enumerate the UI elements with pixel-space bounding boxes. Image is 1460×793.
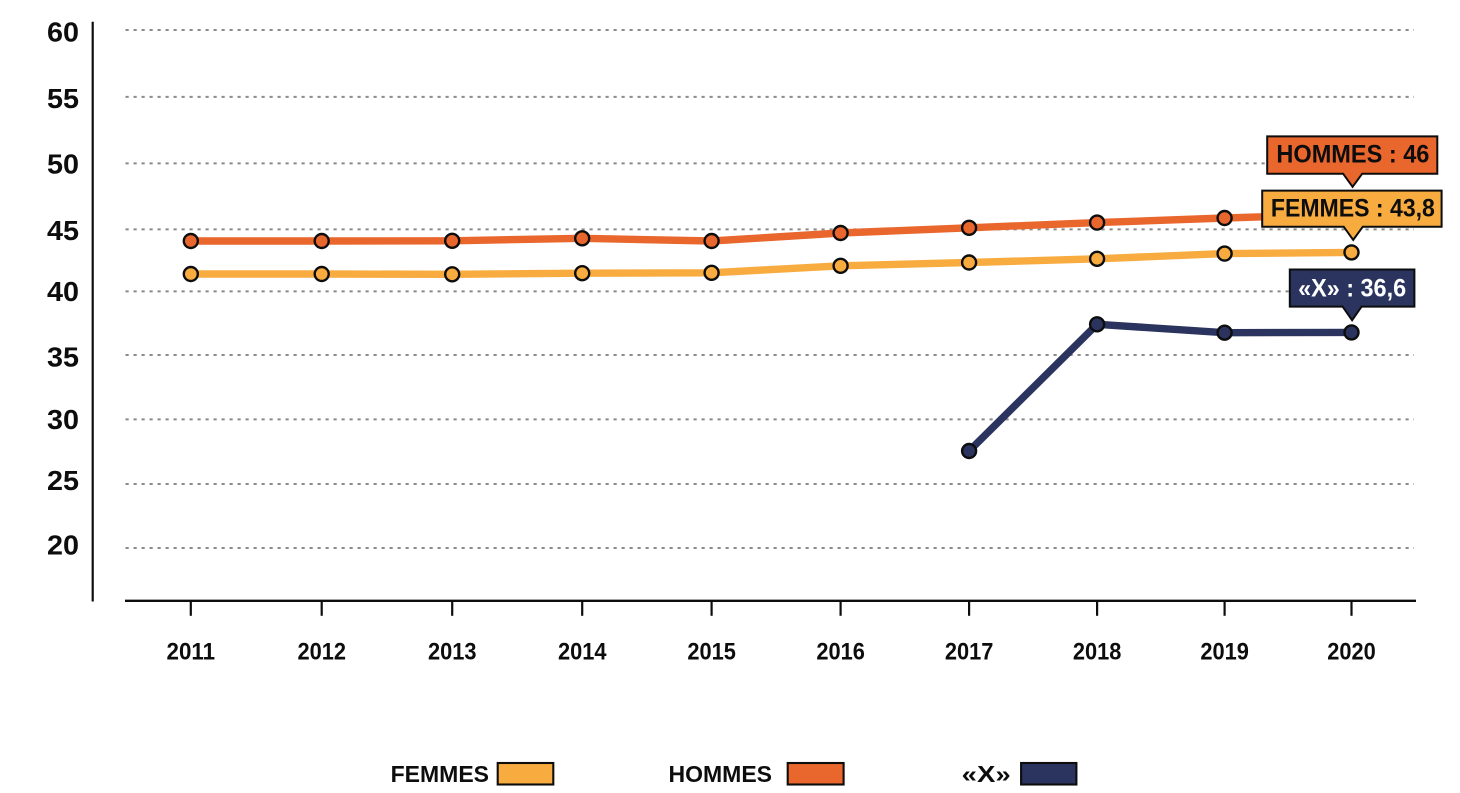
svg-text:40: 40 [47,276,79,307]
svg-text:2012: 2012 [297,639,346,666]
svg-text:45: 45 [47,215,79,246]
svg-text:FEMMES: FEMMES [391,761,489,787]
svg-text:35: 35 [47,341,79,372]
svg-text:2016: 2016 [816,639,865,666]
svg-text:2015: 2015 [687,639,736,666]
svg-text:2017: 2017 [945,639,994,666]
svg-text:HOMMES : 46: HOMMES : 46 [1276,140,1429,168]
svg-text:FEMMES : 43,8: FEMMES : 43,8 [1271,194,1435,222]
svg-text:2019: 2019 [1200,639,1249,666]
svg-text:HOMMES: HOMMES [669,761,773,787]
svg-text:60: 60 [47,16,79,47]
svg-text:«X»: «X» [962,761,1011,787]
svg-text:2020: 2020 [1327,639,1376,666]
svg-text:2011: 2011 [167,639,216,666]
svg-text:55: 55 [47,83,79,114]
svg-text:20: 20 [47,530,79,561]
svg-text:30: 30 [47,404,79,435]
svg-text:50: 50 [47,149,79,180]
svg-text:25: 25 [47,465,79,496]
svg-text:2018: 2018 [1073,639,1122,666]
svg-text:2014: 2014 [558,639,607,666]
svg-text:2013: 2013 [428,639,477,666]
svg-text:«X» : 36,6: «X» : 36,6 [1298,274,1406,302]
